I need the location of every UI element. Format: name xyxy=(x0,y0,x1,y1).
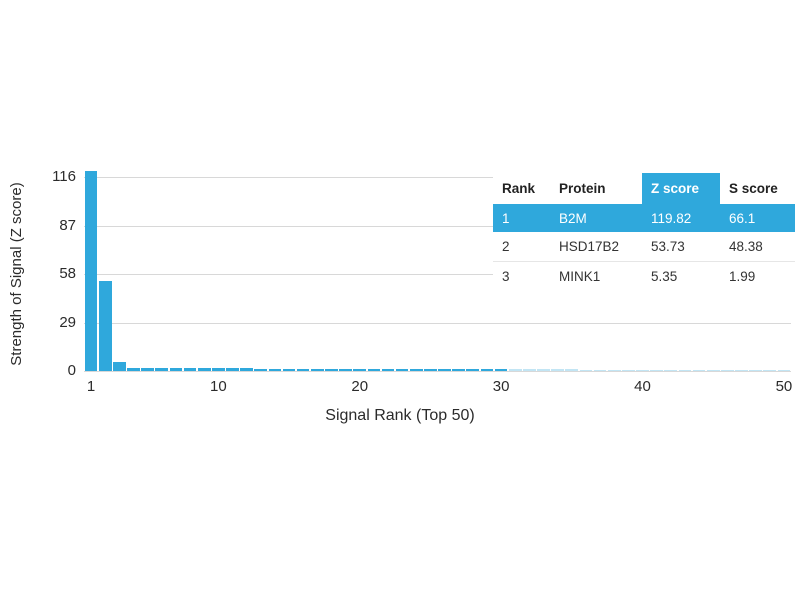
cell-s-score: 48.38 xyxy=(729,239,763,254)
x-tick-label-50: 50 xyxy=(775,378,793,395)
cell-z-score: 53.73 xyxy=(651,239,685,254)
column-header-rank: Rank xyxy=(502,181,536,196)
bar-rank-38 xyxy=(607,370,621,371)
bar-rank-43 xyxy=(678,370,692,371)
table-row-rank-2: 2 HSD17B2 53.73 48.38 xyxy=(493,232,795,262)
bar-rank-39 xyxy=(622,370,635,371)
bar-rank-40 xyxy=(636,370,649,371)
bar-rank-25 xyxy=(424,369,437,371)
table-header-row: Rank Protein Z score S score xyxy=(493,173,795,204)
bar-rank-48 xyxy=(749,370,762,371)
x-tick-label-20: 20 xyxy=(351,378,369,395)
cell-rank: 2 xyxy=(502,239,510,254)
gridline-y-29 xyxy=(84,322,791,324)
bar-rank-18 xyxy=(325,369,338,371)
bar-rank-46 xyxy=(721,370,734,371)
bar-rank-27 xyxy=(452,369,466,371)
gridline-y-116 xyxy=(84,177,791,178)
x-axis-title: Signal Rank (Top 50) xyxy=(325,407,475,424)
bar-rank-45 xyxy=(706,370,720,371)
gridline-y-0 xyxy=(84,371,791,372)
bar-rank-14 xyxy=(268,369,282,371)
y-tick-label-0: 0 xyxy=(67,362,76,379)
bar-rank-3 xyxy=(112,362,126,371)
bar-rank-20 xyxy=(353,369,367,371)
y-tick-label-116: 116 xyxy=(52,168,76,185)
bar-rank-15 xyxy=(282,369,296,371)
bar-rank-44 xyxy=(692,370,706,371)
bar-rank-12 xyxy=(240,368,253,371)
x-tick-label-10: 10 xyxy=(209,378,227,395)
bar-rank-23 xyxy=(395,369,409,371)
bar-rank-36 xyxy=(579,370,593,371)
cell-z-score: 5.35 xyxy=(651,269,678,284)
bar-rank-49 xyxy=(763,370,777,371)
ranking-table: Rank Protein Z score S score 1 B2M 119.82 66.1 2… xyxy=(493,173,795,291)
x-tick-label-1: 1 xyxy=(86,378,96,395)
bar-rank-29 xyxy=(480,369,494,371)
cell-rank: 1 xyxy=(502,210,510,226)
bar-rank-5 xyxy=(141,368,154,371)
y-tick-label-58: 58 xyxy=(59,265,76,282)
cell-protein: HSD17B2 xyxy=(559,239,620,254)
column-header-z-score: Z score xyxy=(642,173,720,204)
x-tick-label-30: 30 xyxy=(492,378,510,395)
bar-rank-13 xyxy=(254,369,268,371)
bar-rank-41 xyxy=(650,370,663,371)
bar-rank-42 xyxy=(664,370,678,371)
bar-rank-32 xyxy=(523,369,536,371)
bar-rank-10 xyxy=(211,368,225,371)
gridline-y-87 xyxy=(84,225,791,227)
cell-rank: 3 xyxy=(502,269,510,284)
y-axis-title: Strength of Signal (Z score) xyxy=(8,182,25,366)
bar-rank-11 xyxy=(226,368,239,371)
column-header-protein: Protein xyxy=(559,181,606,196)
bar-rank-16 xyxy=(296,369,310,371)
cell-protein: MINK1 xyxy=(559,269,601,284)
bar-rank-1 xyxy=(84,171,98,371)
y-tick-label-87: 87 xyxy=(59,216,76,234)
cell-z-score: 119.82 xyxy=(651,210,692,226)
bar-rank-34 xyxy=(551,369,564,371)
bar-rank-17 xyxy=(310,369,324,371)
bar-rank-31 xyxy=(508,369,522,371)
bar-rank-6 xyxy=(155,368,169,371)
bar-rank-33 xyxy=(537,369,550,371)
x-tick-label-40: 40 xyxy=(634,378,651,395)
bar-rank-8 xyxy=(183,368,197,371)
table-row-rank-3: 3 MINK1 5.35 1.99 xyxy=(493,262,795,291)
bar-rank-30 xyxy=(494,369,508,371)
bar-rank-26 xyxy=(438,369,451,371)
table-row-rank-1: 1 B2M 119.82 66.1 xyxy=(493,204,795,232)
bar-rank-9 xyxy=(197,368,211,371)
bar-rank-2 xyxy=(98,281,112,371)
gridline-y-58 xyxy=(84,274,791,275)
column-header-s-score: S score xyxy=(729,181,778,196)
bar-rank-4 xyxy=(127,368,140,371)
cell-s-score: 1.99 xyxy=(729,269,756,284)
bar-rank-21 xyxy=(367,369,381,371)
bar-rank-37 xyxy=(593,370,607,371)
cell-s-score: 66.1 xyxy=(729,210,756,226)
bar-rank-50 xyxy=(777,370,791,371)
bar-rank-47 xyxy=(735,370,748,371)
bar-rank-7 xyxy=(169,368,183,371)
cell-protein: B2M xyxy=(559,210,587,226)
bar-rank-22 xyxy=(381,369,395,371)
bar-rank-24 xyxy=(409,369,423,371)
bar-rank-19 xyxy=(339,369,352,371)
bar-rank-28 xyxy=(466,369,480,371)
y-tick-label-29: 29 xyxy=(59,313,76,331)
bar-rank-35 xyxy=(565,369,579,371)
